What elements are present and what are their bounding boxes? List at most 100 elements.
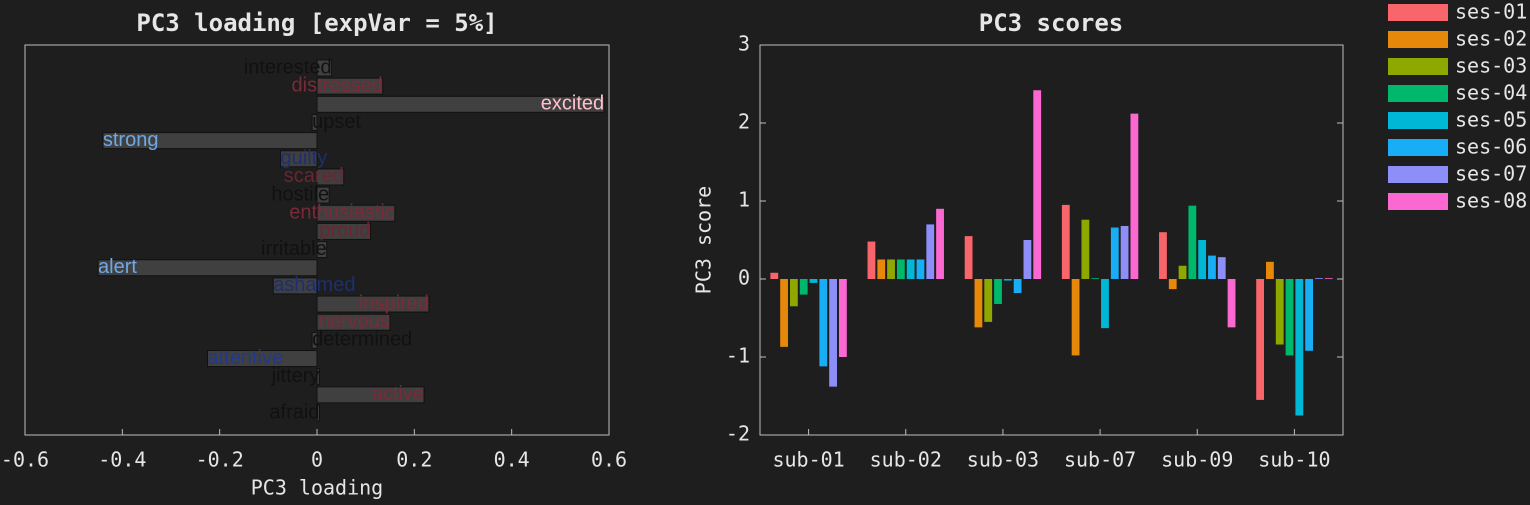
bar-label: determined xyxy=(312,329,412,351)
legend-label: ses-01 xyxy=(1455,0,1527,24)
bar xyxy=(311,113,318,131)
bar xyxy=(1013,279,1022,294)
bar xyxy=(984,279,993,322)
bar xyxy=(1295,279,1304,416)
legend-label: ses-07 xyxy=(1455,162,1527,186)
x-tick-label: 0.6 xyxy=(591,448,627,472)
bar xyxy=(1101,279,1109,329)
bar xyxy=(936,208,944,279)
bar xyxy=(916,259,925,279)
y-tick-label: 3 xyxy=(738,32,750,56)
bar xyxy=(1081,219,1090,279)
legend-swatch xyxy=(1388,166,1448,183)
y-tick-label: -1 xyxy=(726,344,750,368)
bar xyxy=(316,368,320,386)
bar-label: distressed xyxy=(292,74,383,96)
bar-label: proud xyxy=(319,220,370,242)
bar xyxy=(1217,257,1226,279)
chart-title: PC3 loading [expVar = 5%] xyxy=(136,9,497,37)
bar xyxy=(316,222,372,240)
bar xyxy=(770,272,779,279)
bar xyxy=(316,204,396,222)
axes-frame xyxy=(759,44,1344,436)
bar xyxy=(1130,113,1139,279)
x-tick-label: 0.2 xyxy=(396,448,432,472)
legend-label: ses-05 xyxy=(1455,108,1527,132)
bar xyxy=(1266,261,1274,279)
bar-label: jittery xyxy=(271,365,320,387)
bar-label: hostile xyxy=(271,183,329,205)
bar xyxy=(877,259,886,279)
bar xyxy=(1023,240,1032,279)
x-axis-label: PC3 loading xyxy=(251,476,383,500)
bar-label: upset xyxy=(312,111,361,133)
x-tick-label: sub-02 xyxy=(870,448,942,472)
bar xyxy=(780,279,788,347)
bar-label: alert xyxy=(98,256,137,278)
legend-swatch xyxy=(1388,85,1448,102)
bar xyxy=(799,279,808,295)
bar-label: inspired xyxy=(359,292,429,314)
bar xyxy=(1256,279,1265,400)
bar xyxy=(311,331,318,349)
bar xyxy=(1305,279,1314,351)
bar xyxy=(1061,204,1070,279)
legend-swatch xyxy=(1388,112,1448,129)
x-tick-label: 0 xyxy=(311,448,323,472)
bar xyxy=(316,77,384,95)
bar xyxy=(316,168,345,186)
bar-label: enthusiastic xyxy=(289,202,395,224)
x-tick-label: sub-01 xyxy=(772,448,844,472)
bar xyxy=(1110,227,1119,279)
bar-label: irritable xyxy=(261,238,327,260)
legend-swatch xyxy=(1388,4,1448,21)
bar xyxy=(316,295,430,313)
bar xyxy=(1275,279,1284,345)
bar xyxy=(1227,279,1236,328)
y-axis-label: PC3 score xyxy=(692,186,716,294)
x-tick-label: sub-07 xyxy=(1064,448,1136,472)
chart-title: PC3 scores xyxy=(979,9,1124,37)
bar xyxy=(896,259,905,279)
bar xyxy=(1198,240,1207,279)
x-tick-label: -0.2 xyxy=(196,448,244,472)
y-tick-label: 0 xyxy=(738,266,750,290)
bar-label: excited xyxy=(541,93,604,115)
bar xyxy=(316,386,425,404)
bar xyxy=(102,132,318,150)
bar-label: attentive xyxy=(208,347,284,369)
legend-swatch xyxy=(1388,139,1448,156)
x-tick-label: sub-10 xyxy=(1258,448,1330,472)
bar xyxy=(1003,279,1012,281)
bar xyxy=(819,279,828,367)
bar xyxy=(838,279,847,357)
bar xyxy=(926,224,935,279)
legend-swatch xyxy=(1388,193,1448,210)
bar xyxy=(906,259,915,279)
bar xyxy=(974,279,983,328)
bar xyxy=(789,279,798,307)
x-tick-label: sub-09 xyxy=(1161,448,1233,472)
bar xyxy=(829,279,837,387)
bar xyxy=(316,404,320,422)
legend-label: ses-08 xyxy=(1455,189,1527,213)
x-tick-label: sub-03 xyxy=(967,448,1039,472)
bar xyxy=(809,279,818,283)
bar-label: strong xyxy=(103,129,159,151)
legend-swatch xyxy=(1388,58,1448,75)
bar xyxy=(964,236,973,279)
x-tick-label: -0.6 xyxy=(1,448,49,472)
bar xyxy=(280,150,318,168)
bar xyxy=(1324,278,1333,280)
bar xyxy=(994,279,1002,304)
bar xyxy=(1285,279,1294,356)
bar xyxy=(1188,205,1197,279)
bar xyxy=(316,241,328,259)
bar-label: ashamed xyxy=(273,274,355,296)
bar xyxy=(867,241,876,279)
bar-label: nervous xyxy=(319,310,390,332)
bar-label: interested xyxy=(244,56,332,78)
legend-label: ses-06 xyxy=(1455,135,1527,159)
legend-label: ses-04 xyxy=(1455,81,1527,105)
y-tick-label: -2 xyxy=(726,422,750,446)
